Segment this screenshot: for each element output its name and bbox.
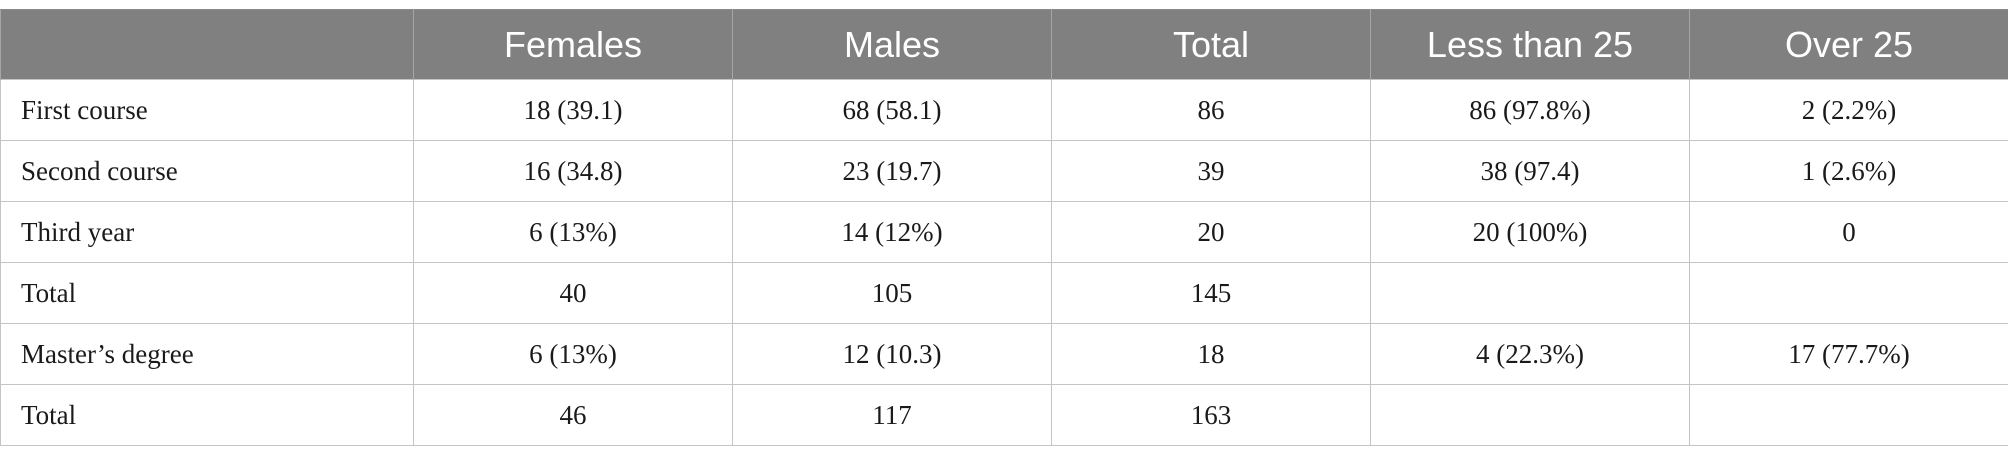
cell-less-than-25: 86 (97.8%)	[1370, 79, 1690, 141]
row-label: Total	[0, 384, 414, 446]
table-header: Females Males Total Less than 25 Over 25	[0, 9, 2008, 80]
header-cell-less-than-25: Less than 25	[1370, 9, 1690, 80]
table-row: Second course 16 (34.8) 23 (19.7) 39 38 …	[0, 140, 2008, 202]
cell-less-than-25	[1370, 384, 1690, 446]
cell-over-25: 2 (2.2%)	[1689, 79, 2008, 141]
row-label: Third year	[0, 201, 414, 263]
cell-males: 14 (12%)	[732, 201, 1052, 263]
table-row: Total 40 105 145	[0, 262, 2008, 324]
row-label: First course	[0, 79, 414, 141]
header-cell-total: Total	[1051, 9, 1371, 80]
cell-females: 6 (13%)	[413, 201, 733, 263]
table-row: Master’s degree 6 (13%) 12 (10.3) 18 4 (…	[0, 323, 2008, 385]
data-table: Females Males Total Less than 25 Over 25…	[0, 9, 2008, 446]
table-row: Total 46 117 163	[0, 384, 2008, 446]
table-row: Third year 6 (13%) 14 (12%) 20 20 (100%)…	[0, 201, 2008, 263]
header-cell-over-25: Over 25	[1689, 9, 2008, 80]
cell-total: 20	[1051, 201, 1371, 263]
cell-less-than-25	[1370, 262, 1690, 324]
cell-females: 18 (39.1)	[413, 79, 733, 141]
cell-less-than-25: 20 (100%)	[1370, 201, 1690, 263]
cell-total: 18	[1051, 323, 1371, 385]
cell-females: 40	[413, 262, 733, 324]
cell-males: 12 (10.3)	[732, 323, 1052, 385]
data-table-container: Females Males Total Less than 25 Over 25…	[0, 9, 2008, 446]
row-label: Total	[0, 262, 414, 324]
cell-males: 68 (58.1)	[732, 79, 1052, 141]
header-cell-females: Females	[413, 9, 733, 80]
table-body: First course 18 (39.1) 68 (58.1) 86 86 (…	[0, 79, 2008, 446]
cell-females: 46	[413, 384, 733, 446]
cell-total: 86	[1051, 79, 1371, 141]
cell-males: 117	[732, 384, 1052, 446]
cell-males: 105	[732, 262, 1052, 324]
cell-total: 145	[1051, 262, 1371, 324]
cell-over-25: 0	[1689, 201, 2008, 263]
cell-females: 6 (13%)	[413, 323, 733, 385]
header-cell-males: Males	[732, 9, 1052, 80]
cell-less-than-25: 4 (22.3%)	[1370, 323, 1690, 385]
cell-total: 163	[1051, 384, 1371, 446]
cell-over-25: 17 (77.7%)	[1689, 323, 2008, 385]
header-row: Females Males Total Less than 25 Over 25	[0, 9, 2008, 80]
cell-over-25	[1689, 262, 2008, 324]
row-label: Master’s degree	[0, 323, 414, 385]
cell-less-than-25: 38 (97.4)	[1370, 140, 1690, 202]
cell-females: 16 (34.8)	[413, 140, 733, 202]
cell-males: 23 (19.7)	[732, 140, 1052, 202]
cell-over-25: 1 (2.6%)	[1689, 140, 2008, 202]
header-cell-empty	[0, 9, 414, 80]
table-row: First course 18 (39.1) 68 (58.1) 86 86 (…	[0, 79, 2008, 141]
row-label: Second course	[0, 140, 414, 202]
cell-total: 39	[1051, 140, 1371, 202]
cell-over-25	[1689, 384, 2008, 446]
